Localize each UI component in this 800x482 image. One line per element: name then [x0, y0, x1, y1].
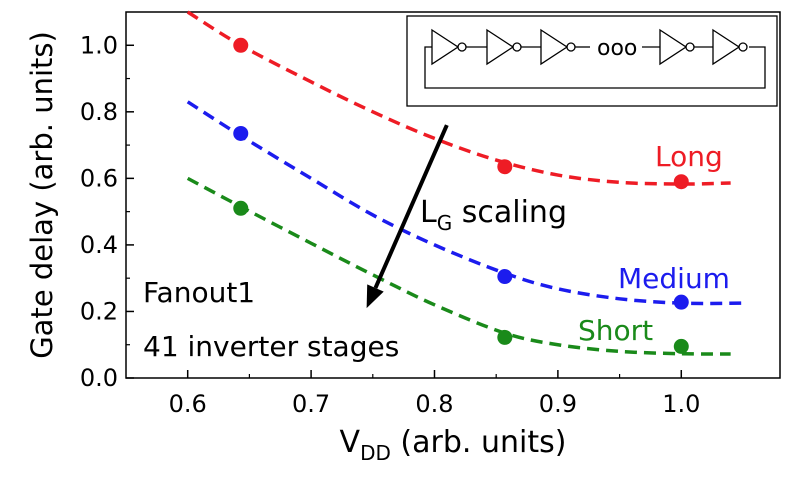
legend-label-medium: Medium: [618, 262, 730, 295]
data-point-short: [233, 200, 249, 216]
data-point-long: [673, 174, 689, 190]
inset-gap-dots: ooo: [597, 36, 637, 61]
y-tick-label: 0.8: [80, 98, 118, 126]
data-point-medium: [233, 125, 249, 141]
y-tick-label: 0.2: [80, 297, 118, 325]
arrow-label-sub: G: [437, 211, 453, 235]
inverter-4: [659, 28, 713, 66]
y-tick-label: 0.4: [80, 231, 118, 259]
x-axis-title: VDD (arb. units): [340, 425, 567, 465]
arrow-label-main: L: [420, 195, 437, 230]
x-axis-title-main: V: [340, 425, 361, 460]
data-point-long: [233, 37, 249, 53]
scaling-arrow: [366, 124, 449, 309]
arrow-label: LG scaling: [420, 195, 567, 235]
x-tick-label: 0.8: [415, 390, 453, 418]
fit-curve-medium: [186, 100, 743, 306]
fit-curves: [186, 10, 743, 356]
y-axis-title: Gate delay (arb. units): [25, 31, 59, 359]
y-tick-label: 0.6: [80, 164, 118, 192]
axis-ticks: 0.6 0.7 0.8 0.9 1.0 0.0 0.2 0.4 0.6 0.8 1.0: [80, 31, 701, 418]
data-points: [233, 37, 689, 354]
inverter-1: [431, 28, 487, 66]
fit-curve-short: [186, 176, 731, 356]
plot-frame: [125, 11, 781, 379]
arrow-shaft: [373, 124, 449, 289]
inverter-2: [486, 28, 541, 66]
fanout-label: Fanout1: [143, 276, 255, 309]
x-axis-title-sub: DD: [360, 441, 391, 465]
legend-label-long: Long: [655, 140, 723, 173]
stages-label: 41 inverter stages: [143, 330, 399, 363]
x-tick-label: 0.6: [169, 390, 207, 418]
data-point-medium: [497, 269, 513, 285]
arrow-head: [366, 284, 384, 309]
ring-oscillator-inset: ooo: [406, 15, 778, 107]
inverter-3: [540, 28, 590, 66]
feedback-wire: [424, 46, 766, 89]
data-point-long: [497, 159, 513, 175]
fit-curve-long: [186, 10, 731, 186]
inset-frame: [406, 15, 778, 107]
x-tick-label: 1.0: [662, 390, 700, 418]
data-point-medium: [673, 294, 689, 310]
legend-label-short: Short: [578, 314, 653, 347]
data-point-short: [497, 329, 513, 345]
x-tick-label: 0.7: [292, 390, 330, 418]
y-tick-label: 0.0: [80, 364, 118, 392]
data-point-short: [673, 338, 689, 354]
inverter-5: [712, 28, 748, 66]
x-tick-label: 0.9: [539, 390, 577, 418]
x-axis-title-rest: (arb. units): [391, 425, 567, 460]
arrow-label-rest: scaling: [452, 195, 567, 230]
y-tick-label: 1.0: [80, 31, 118, 59]
